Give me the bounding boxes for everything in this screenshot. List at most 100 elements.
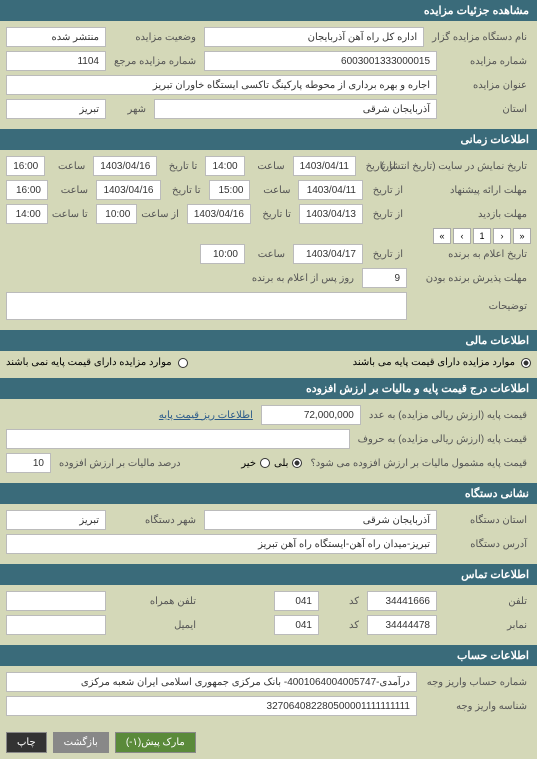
section-financial-body: موارد مزایده دارای قیمت پایه می باشند مو… xyxy=(0,351,537,378)
field-city: تبریز xyxy=(6,99,106,119)
label-account-no: شماره حساب واریز وجه xyxy=(421,677,531,688)
label-to-date-2: تا تاریخ xyxy=(165,185,205,196)
label-org-city: شهر دستگاه xyxy=(110,515,200,526)
section-address-body: استان دستگاه آذربایجان شرقی شهر دستگاه ت… xyxy=(0,504,537,564)
field-province: آذربایجان شرقی xyxy=(154,99,437,119)
label-accept-deadline: مهلت پذیرش برنده بودن xyxy=(411,273,531,284)
field-proposal-to-time: 16:00 xyxy=(6,180,48,200)
label-fax: نمابر xyxy=(441,620,531,631)
field-visit-from-time: 10:00 xyxy=(96,204,138,224)
field-visit-to-time: 14:00 xyxy=(6,204,48,224)
label-org-address: آدرس دستگاه xyxy=(441,539,531,550)
label-baseprice-num: قیمت پایه (ارزش ریالی مزایده) به عدد xyxy=(365,410,531,421)
label-ref-no: شماره مزایده مرجع xyxy=(110,56,200,67)
label-mobile: تلفن همراه xyxy=(110,596,200,607)
field-publish-to-date: 1403/04/16 xyxy=(93,156,157,176)
label-has-base-price: موارد مزایده دارای قیمت پایه می باشند xyxy=(353,357,515,368)
section-auction-details-header: مشاهده جزئیات مزایده xyxy=(0,0,537,21)
field-org-province: آذربایجان شرقی xyxy=(204,510,437,530)
label-proposal-deadline: مهلت ارائه پیشنهاد xyxy=(411,185,531,196)
section-address-header: نشانی دستگاه xyxy=(0,483,537,504)
field-baseprice-num: 72,000,000 xyxy=(261,405,361,425)
label-description: توضیحات xyxy=(411,301,531,312)
section-time-header: اطلاعات زمانی xyxy=(0,129,537,150)
back-button[interactable]: بازگشت xyxy=(53,732,109,753)
label-vat-question: قیمت پایه مشمول مالیات بر ارزش افزوده می… xyxy=(306,458,531,469)
label-phone: تلفن xyxy=(441,596,531,607)
label-email: ایمیل xyxy=(110,620,200,631)
field-winner-time: 10:00 xyxy=(200,244,245,264)
field-proposal-from-date: 1403/04/11 xyxy=(298,180,363,200)
label-time-2a: ساعت xyxy=(254,185,294,196)
label-payment-id: شناسه واریز وجه xyxy=(421,701,531,712)
field-winner-date: 1403/04/17 xyxy=(293,244,363,264)
prev-mark-button[interactable]: مارک پیش(۱-) xyxy=(115,732,196,753)
section-time-body: تاریخ نمایش در سایت (تاریخ انتشار) از تا… xyxy=(0,150,537,330)
section-auction-details-body: نام دستگاه مزایده گزار اداره کل راه آهن … xyxy=(0,21,537,129)
field-mobile xyxy=(6,591,106,611)
section-account-header: اطلاعات حساب xyxy=(0,645,537,666)
field-account-no: درآمدی-4001064004005747- بانک مرکزی جمهو… xyxy=(6,672,417,692)
label-status: وضعیت مزایده xyxy=(110,32,200,43)
print-button[interactable]: چاپ xyxy=(6,732,47,753)
link-price-details[interactable]: اطلاعات ریز قیمت پایه xyxy=(155,408,257,423)
pager-page[interactable]: 1 xyxy=(473,228,491,244)
label-winner-announce: تاریخ اعلام به برنده xyxy=(411,249,531,260)
label-no-base-price: موارد مزایده دارای قیمت پایه نمی باشند xyxy=(6,357,172,368)
label-time-1b: ساعت xyxy=(49,161,89,172)
label-vat-yes: بلی xyxy=(274,458,288,469)
pager-last[interactable]: » xyxy=(433,228,451,244)
field-description xyxy=(6,292,407,320)
field-proposal-from-time: 15:00 xyxy=(209,180,251,200)
field-org-name: اداره کل راه آهن آذربایجان xyxy=(204,27,424,47)
label-from-date-1: از تاریخ xyxy=(360,161,400,172)
label-from-time-3: از ساعت xyxy=(141,209,183,220)
field-auction-no: 6003001333000015 xyxy=(204,51,437,71)
label-visit-deadline: مهلت بازدید xyxy=(411,209,531,220)
field-vat-pct: 10 xyxy=(6,453,51,473)
field-proposal-to-date: 1403/04/16 xyxy=(96,180,161,200)
label-auction-no: شماره مزایده xyxy=(441,56,531,67)
field-status: منتشر شده xyxy=(6,27,106,47)
section-contact-body: تلفن 34441666 کد 041 تلفن همراه نمابر 34… xyxy=(0,585,537,645)
label-from-date-3: از تاریخ xyxy=(367,209,407,220)
field-org-address: تبریز-میدان راه آهن-ایستگاه راه آهن تبری… xyxy=(6,534,437,554)
label-vat-no: خیر xyxy=(241,458,256,469)
label-vat-pct: درصد مالیات بر ارزش افزوده xyxy=(55,458,185,469)
section-financial-header: اطلاعات مالی xyxy=(0,330,537,351)
field-ref-no: 1104 xyxy=(6,51,106,71)
label-fax-code: کد xyxy=(323,620,363,631)
label-org-province: استان دستگاه xyxy=(441,515,531,526)
label-baseprice-text: قیمت پایه (ارزش ریالی مزایده) به حروف xyxy=(354,434,531,445)
label-days-after: روز پس از اعلام به برنده xyxy=(248,273,358,284)
radio-has-base-price[interactable] xyxy=(521,358,531,368)
label-time-1a: ساعت xyxy=(249,161,289,172)
field-email xyxy=(6,615,106,635)
field-visit-to-date: 1403/04/16 xyxy=(187,204,251,224)
label-to-date-3: تا تاریخ xyxy=(255,209,295,220)
radio-vat-yes[interactable] xyxy=(292,458,302,468)
field-payment-id: 327064082280500001111111111 xyxy=(6,696,417,716)
label-title: عنوان مزایده xyxy=(441,80,531,91)
pager-first[interactable]: « xyxy=(513,228,531,244)
label-province: استان xyxy=(441,104,531,115)
label-time-4: ساعت xyxy=(249,249,289,260)
field-title: اجاره و بهره برداری از محوطه پارکینگ تاک… xyxy=(6,75,437,95)
field-accept-days: 9 xyxy=(362,268,407,288)
label-to-time-3: تا ساعت xyxy=(52,209,92,220)
radio-no-base-price[interactable] xyxy=(178,358,188,368)
label-time-2b: ساعت xyxy=(52,185,92,196)
field-org-city: تبریز xyxy=(6,510,106,530)
field-phone: 34441666 xyxy=(367,591,437,611)
pager-next[interactable]: › xyxy=(453,228,471,244)
footer-actions: مارک پیش(۱-) بازگشت چاپ xyxy=(0,726,537,759)
pager-prev[interactable]: ‹ xyxy=(493,228,511,244)
section-baseprice-header: اطلاعات درج قیمت پایه و مالیات بر ارزش ا… xyxy=(0,378,537,399)
section-baseprice-body: قیمت پایه (ارزش ریالی مزایده) به عدد 72,… xyxy=(0,399,537,483)
label-from-date-4: از تاریخ xyxy=(367,249,407,260)
section-contact-header: اطلاعات تماس xyxy=(0,564,537,585)
label-phone-code: کد xyxy=(323,596,363,607)
label-publish-date: تاریخ نمایش در سایت (تاریخ انتشار) xyxy=(404,161,531,172)
radio-vat-no[interactable] xyxy=(260,458,270,468)
label-org-name: نام دستگاه مزایده گزار xyxy=(428,32,531,43)
